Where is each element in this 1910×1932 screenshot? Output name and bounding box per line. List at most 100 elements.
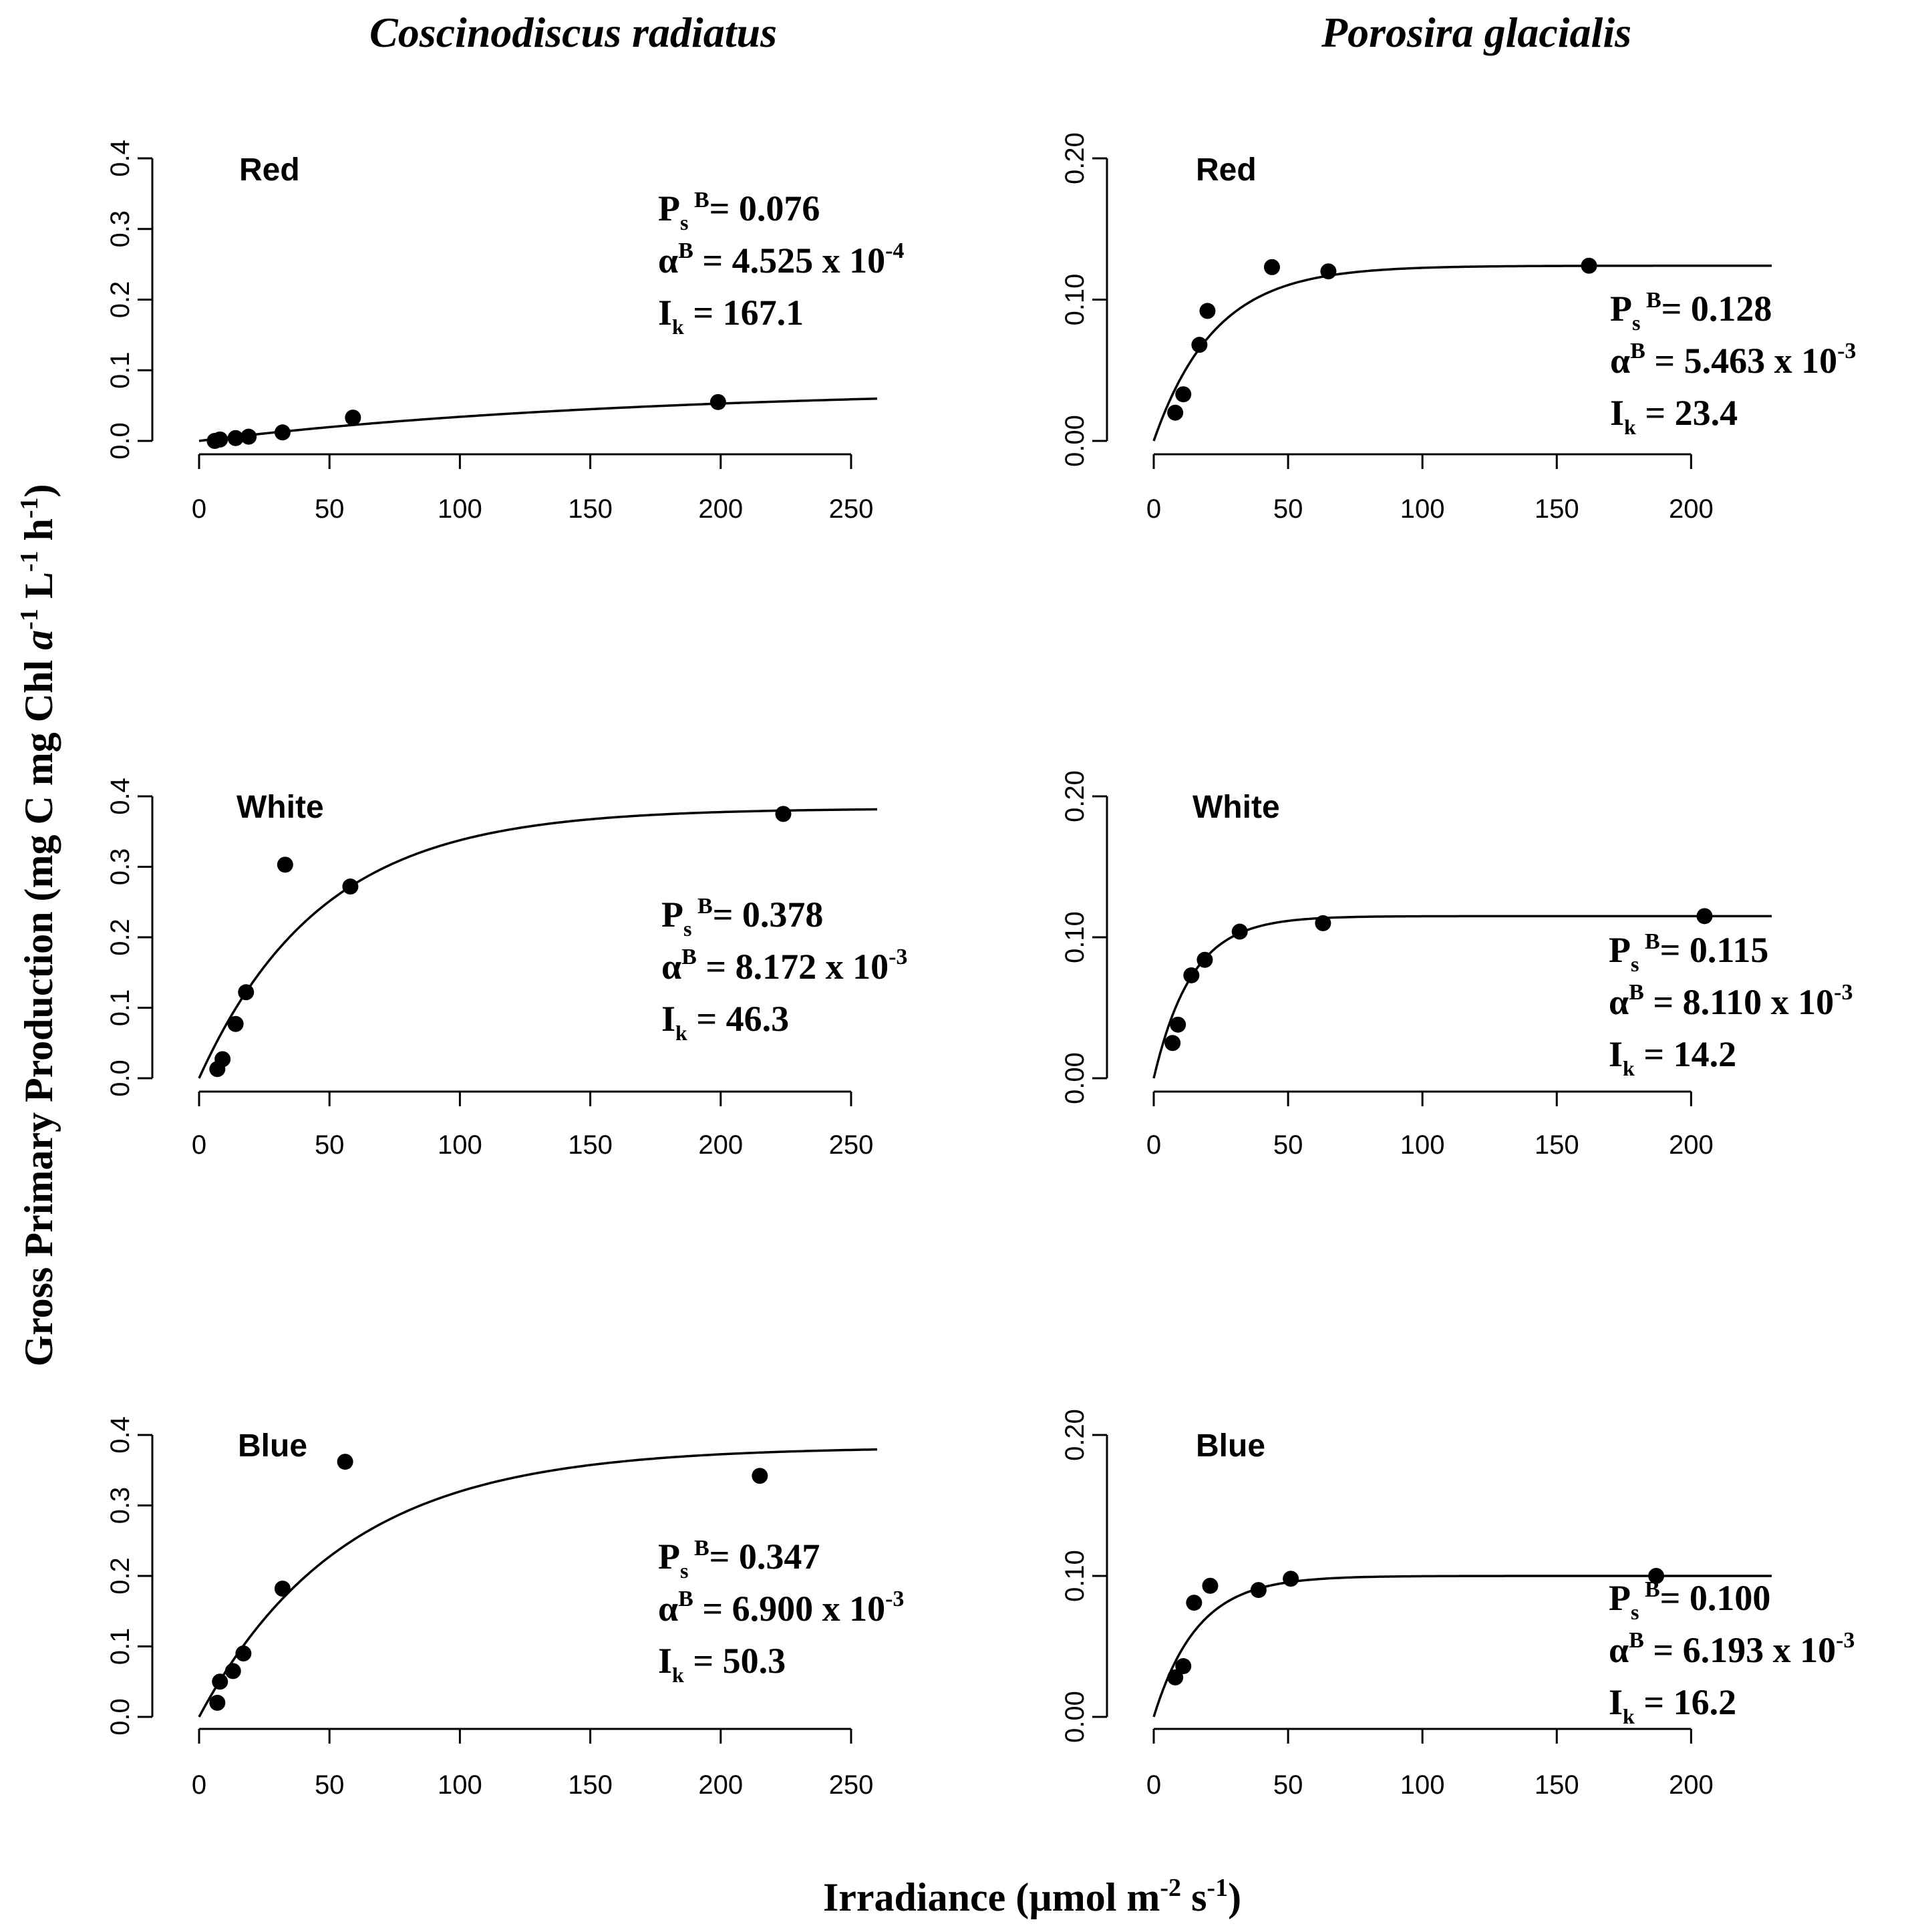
x-tick-label: 200 [1669, 1770, 1714, 1800]
param-ik-sub: k [675, 1021, 687, 1045]
x-tick-label: 50 [315, 494, 345, 524]
data-point [1191, 337, 1208, 353]
param-alpha-exp: -3 [1834, 980, 1853, 1005]
param-alpha-value: = 8.110 x 10 [1644, 982, 1834, 1022]
param-ik-value: = 46.3 [687, 999, 789, 1039]
panel-label: Blue [1196, 1428, 1265, 1464]
param-alpha-symbol: α [658, 1589, 678, 1629]
x-tick-label: 150 [1535, 1770, 1579, 1800]
data-point [224, 1663, 241, 1679]
param-alpha-symbol: α [1609, 1630, 1629, 1670]
data-point [227, 430, 244, 446]
param-alpha-symbol: α [658, 240, 678, 281]
data-point [345, 410, 361, 426]
x-tick-label: 0 [1146, 1770, 1161, 1800]
y-tick-label: 0.4 [106, 778, 135, 815]
x-tick-label: 0 [1146, 494, 1161, 524]
param-ps-value: = 0.115 [1660, 930, 1769, 970]
y-axis-label-h: h [17, 518, 61, 550]
x-tick-label: 100 [438, 494, 482, 524]
x-axis-label-sup1: -2 [1160, 1874, 1181, 1902]
x-tick-label: 100 [438, 1130, 482, 1160]
x-tick-label: 0 [192, 494, 206, 524]
data-point [212, 431, 228, 448]
data-point [1167, 404, 1184, 421]
param-alpha-sup: B [678, 1587, 693, 1611]
y-tick-label: 0.0 [106, 1698, 135, 1736]
panel-label: Red [239, 152, 300, 188]
x-tick-label: 200 [1669, 494, 1714, 524]
param-ik: Ik = 46.3 [661, 999, 789, 1045]
param-alpha-symbol: α [1610, 341, 1630, 381]
data-point [1283, 1571, 1299, 1587]
x-tick-label: 50 [315, 1130, 345, 1160]
param-ps-value: = 0.128 [1661, 289, 1772, 329]
data-point [1696, 908, 1713, 925]
y-tick-label: 0.00 [1060, 415, 1090, 467]
x-axis-label-mid: s [1181, 1875, 1207, 1919]
param-ps: Ps B= 0.128 [1610, 288, 1772, 335]
param-ps: Ps B= 0.076 [658, 188, 820, 234]
y-axis-label: Gross Primary Production (mg C mg Chl a-… [15, 484, 61, 1366]
data-point [1197, 951, 1213, 968]
param-ik-value: = 23.4 [1636, 393, 1738, 433]
param-alpha-exp: -4 [885, 238, 904, 263]
param-alpha-symbol: α [661, 947, 681, 987]
param-ps-value: = 0.100 [1660, 1578, 1771, 1618]
param-ik: Ik = 23.4 [1610, 393, 1738, 439]
fit-curve [1152, 915, 1772, 1079]
y-axis-label-end: ) [17, 484, 61, 497]
y-tick-label: 0.3 [106, 210, 135, 248]
y-tick-label: 0.1 [106, 351, 135, 389]
x-tick-label: 250 [829, 1770, 874, 1800]
data-point [752, 1468, 768, 1484]
param-ik-sub: k [1623, 1704, 1635, 1728]
fit-curve [1152, 265, 1772, 442]
x-tick-label: 150 [568, 494, 613, 524]
param-ps-sub: s [680, 210, 688, 234]
data-point [1167, 1669, 1184, 1685]
y-tick-label: 0.2 [106, 281, 135, 319]
param-alpha-sup: B [678, 238, 693, 263]
data-point [1186, 1595, 1203, 1611]
param-ps-symbol: P [658, 1537, 680, 1577]
fit-curve [198, 1448, 878, 1718]
param-ps-sup: B [688, 188, 709, 212]
x-tick-label: 200 [698, 1130, 743, 1160]
x-tick-label: 200 [1669, 1130, 1714, 1160]
x-tick-label: 0 [1146, 1130, 1161, 1160]
data-point [1648, 1568, 1665, 1584]
param-ps-symbol: P [661, 895, 683, 935]
param-alpha: αB = 8.172 x 10-3 [661, 945, 907, 987]
x-axis-label-main: Irradiance (µmol m [823, 1875, 1160, 1919]
param-ps-sup: B [688, 1536, 709, 1561]
y-tick-label: 0.10 [1060, 274, 1090, 326]
param-alpha-sup: B [1630, 339, 1645, 363]
param-ik: Ik = 14.2 [1609, 1034, 1736, 1080]
param-ps-sup: B [1640, 288, 1661, 313]
param-alpha-exp: -3 [885, 1587, 904, 1611]
param-ik-value: = 167.1 [684, 293, 804, 333]
panel-label: Blue [238, 1428, 307, 1464]
panel-label: White [1192, 790, 1280, 825]
param-ps-sub: s [1632, 311, 1640, 335]
x-tick-label: 50 [315, 1770, 345, 1800]
param-ps-sup: B [691, 894, 712, 919]
y-axis-label-sup1: -1 [15, 609, 43, 630]
y-axis-label-italic: a [17, 630, 61, 650]
y-tick-label: 0.00 [1060, 1052, 1090, 1104]
x-tick-label: 250 [829, 1130, 874, 1160]
data-point [337, 1454, 353, 1470]
data-point [277, 856, 293, 873]
y-tick-label: 0.3 [106, 848, 135, 886]
param-ik-symbol: I [658, 293, 672, 333]
